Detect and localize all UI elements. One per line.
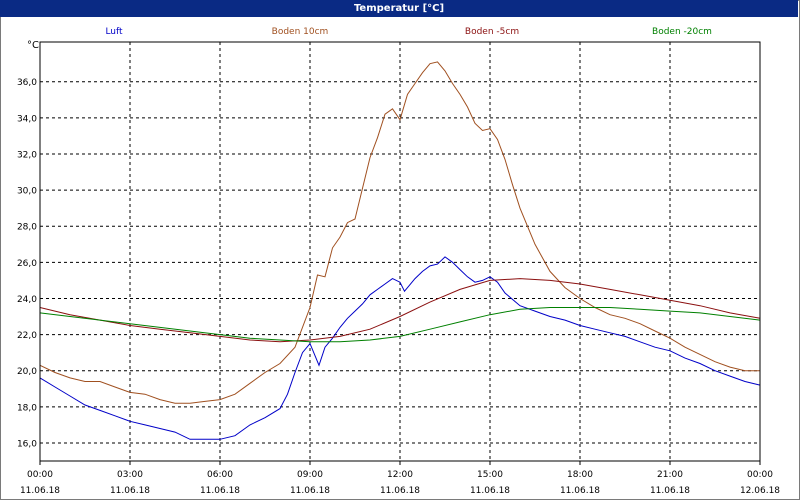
series-line-2 [39, 278, 761, 343]
x-tick-date: 11.06.18 [200, 486, 240, 496]
x-tick-time: 00:00 [747, 470, 773, 480]
legend: Luft Boden 10cm Boden -5cm Boden -20cm [105, 27, 712, 37]
y-tick-label: 34,0 [17, 114, 37, 124]
y-tick-label: 18,0 [17, 403, 37, 413]
series-line-1 [39, 61, 760, 404]
x-tick-date: 11.06.18 [380, 486, 420, 496]
x-tick-time: 21:00 [657, 470, 683, 480]
x-tick-time: 09:00 [297, 470, 323, 480]
y-tick-label: 16,0 [17, 439, 37, 449]
window-title: Temperatur [°C] [0, 0, 798, 17]
legend-entry-2: Boden -5cm [465, 27, 519, 37]
y-axis-unit: °C [27, 40, 39, 51]
x-tick-time: 12:00 [387, 470, 413, 480]
x-tick-date: 11.06.18 [290, 486, 330, 496]
x-tick-date: 11.06.18 [20, 486, 60, 496]
x-tick-time: 03:00 [117, 470, 143, 480]
x-tick-time: 15:00 [477, 470, 503, 480]
y-axis-ticks: 16,0 18,0 20,0 22,0 24,0 26,0 28,0 30,0 32,0 34,0… [17, 78, 37, 449]
x-axis-ticks: 00:00 11.06.18 03:00 11.06.18 06:00 11.06.18 0… [20, 461, 780, 496]
x-tick-time: 06:00 [207, 470, 233, 480]
x-tick-date: 11.06.18 [110, 486, 150, 496]
y-tick-label: 20,0 [17, 367, 37, 377]
y-tick-label: 36,0 [17, 78, 37, 88]
x-tick-date: 11.06.18 [560, 486, 600, 496]
y-tick-label: 30,0 [17, 187, 37, 197]
legend-entry-0: Luft [105, 27, 123, 37]
series-line-0 [39, 256, 761, 440]
grid [40, 42, 760, 461]
series-lines [39, 61, 761, 440]
y-tick-label: 24,0 [17, 295, 37, 305]
x-tick-time: 18:00 [567, 470, 593, 480]
legend-entry-1: Boden 10cm [272, 27, 329, 37]
y-tick-label: 32,0 [17, 150, 37, 160]
legend-entry-3: Boden -20cm [652, 27, 712, 37]
y-tick-label: 26,0 [17, 259, 37, 269]
x-tick-date: 12.06.18 [740, 486, 780, 496]
y-tick-label: 22,0 [17, 331, 37, 341]
x-tick-date: 11.06.18 [650, 486, 690, 496]
x-tick-date: 11.06.18 [470, 486, 510, 496]
y-tick-label: 28,0 [17, 223, 37, 233]
series-line-3 [39, 307, 761, 343]
x-tick-time: 00:00 [27, 470, 53, 480]
